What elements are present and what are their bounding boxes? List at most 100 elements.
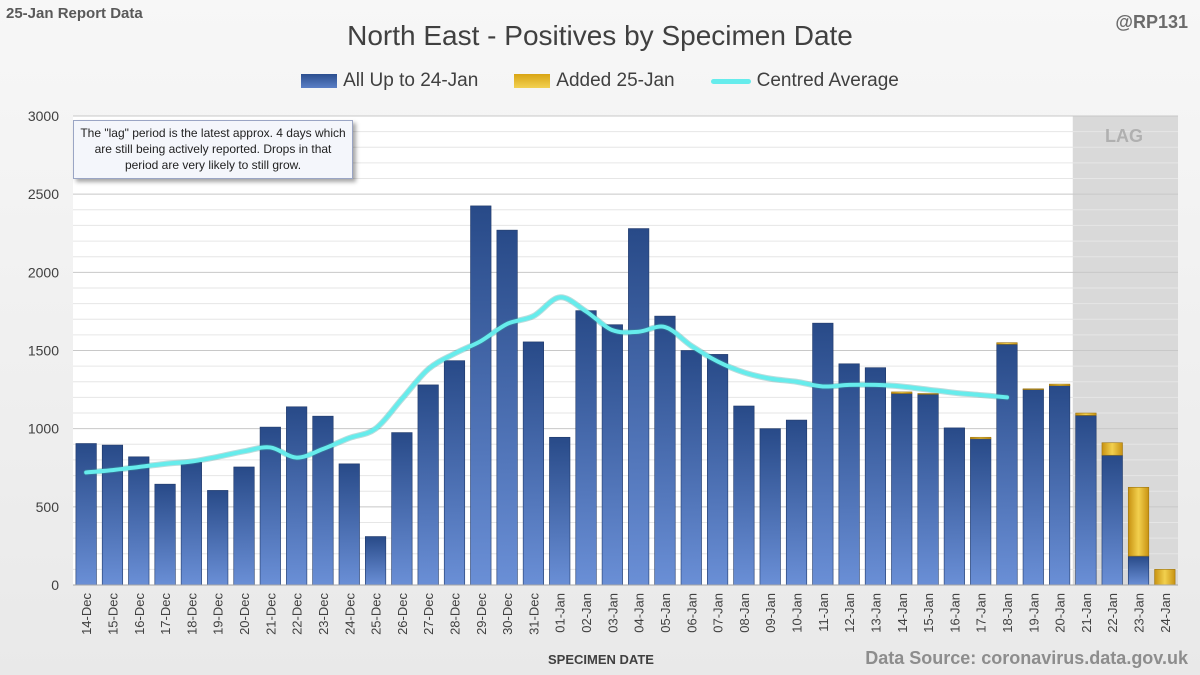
y-tick-label: 2000 xyxy=(28,264,59,280)
x-tick-label: 17-Jan xyxy=(974,593,989,633)
x-tick-label: 08-Jan xyxy=(737,593,752,633)
x-tick-label: 31-Dec xyxy=(526,593,541,635)
x-tick-label: 16-Dec xyxy=(132,593,147,635)
x-tick-label: 19-Jan xyxy=(1026,593,1041,633)
bar-all xyxy=(128,456,150,586)
bar-added xyxy=(1101,442,1123,456)
bar-all xyxy=(891,393,913,586)
bar-all xyxy=(233,466,255,586)
bar-added xyxy=(1022,388,1044,390)
y-tick-label: 1500 xyxy=(28,343,59,359)
x-tick-label: 27-Dec xyxy=(421,593,436,635)
bar-added xyxy=(1127,486,1150,557)
x-tick-label: 23-Dec xyxy=(316,593,331,635)
x-tick-label: 06-Jan xyxy=(684,593,699,633)
x-tick-label: 26-Dec xyxy=(395,593,410,635)
bar-all xyxy=(838,363,860,586)
x-tick-label: 15-Jan xyxy=(921,593,936,633)
bar-all xyxy=(417,384,439,586)
bar-all xyxy=(707,354,729,586)
x-tick-label: 19-Dec xyxy=(211,593,226,635)
bar-all xyxy=(1075,415,1097,586)
x-tick-label: 23-Jan xyxy=(1132,593,1147,633)
bar-all xyxy=(943,427,965,586)
bar-all xyxy=(364,536,387,586)
bar-all xyxy=(207,490,229,586)
x-tick-label: 18-Jan xyxy=(1000,593,1015,633)
y-tick-label: 500 xyxy=(36,499,60,515)
x-tick-label: 22-Dec xyxy=(290,593,305,635)
x-tick-label: 14-Jan xyxy=(895,593,910,633)
legend-label-average: Centred Average xyxy=(756,70,899,91)
bar-added xyxy=(891,391,913,394)
x-tick-label: 10-Jan xyxy=(790,593,805,633)
bar-all xyxy=(917,393,939,586)
bar-all xyxy=(680,350,702,586)
x-tick-label: 29-Dec xyxy=(474,593,489,635)
report-date-label: 25-Jan Report Data xyxy=(6,5,143,22)
x-tick-label: 07-Jan xyxy=(711,593,726,633)
bar-all xyxy=(154,483,176,586)
x-tick-label: 30-Dec xyxy=(500,593,515,635)
x-tick-label: 28-Dec xyxy=(447,593,462,635)
y-tick-label: 1000 xyxy=(28,421,59,437)
bar-all xyxy=(996,343,1018,586)
bar-added xyxy=(1049,383,1071,386)
average-line xyxy=(84,295,1009,475)
bar-all xyxy=(1101,454,1123,586)
legend-swatch-blue xyxy=(301,74,338,88)
bar-all xyxy=(522,341,544,586)
bar-all xyxy=(75,443,97,586)
bar-all xyxy=(286,406,308,586)
x-tick-label: 02-Jan xyxy=(579,593,594,633)
legend-item-all: All Up to 24-Jan xyxy=(301,70,478,92)
x-tick-label: 13-Jan xyxy=(868,593,883,633)
x-tick-label: 03-Jan xyxy=(605,593,620,633)
y-tick-label: 0 xyxy=(51,577,59,593)
bar-all xyxy=(338,463,360,586)
bar-all xyxy=(470,205,492,586)
y-tick-label: 2500 xyxy=(28,186,59,202)
x-tick-label: 24-Jan xyxy=(1158,593,1173,633)
legend-label-added: Added 25-Jan xyxy=(556,70,675,91)
bar-all xyxy=(628,228,650,586)
x-tick-label: 04-Jan xyxy=(632,593,647,633)
bar-all xyxy=(759,428,781,586)
bar-all xyxy=(601,324,623,586)
x-tick-label: 11-Jan xyxy=(816,593,831,632)
bar-all xyxy=(575,310,597,586)
x-tick-label: 20-Dec xyxy=(237,593,252,635)
x-tick-label: 21-Jan xyxy=(1079,593,1094,633)
x-tick-label: 01-Jan xyxy=(553,593,568,633)
bar-all xyxy=(654,315,676,586)
bar-all xyxy=(970,438,992,586)
bar-all xyxy=(180,461,202,586)
x-tick-label: 05-Jan xyxy=(658,593,673,633)
bar-all xyxy=(312,415,334,586)
bar-all xyxy=(1049,385,1071,586)
author-handle: @RP131 xyxy=(1115,12,1188,32)
bar-all xyxy=(733,405,755,586)
chart-legend: All Up to 24-Jan Added 25-Jan Centred Av… xyxy=(0,70,1200,92)
x-tick-label: 20-Jan xyxy=(1053,593,1068,633)
bar-added xyxy=(970,436,992,440)
legend-item-average: Centred Average xyxy=(710,70,899,92)
chart-title: North East - Positives by Specimen Date xyxy=(347,20,853,51)
legend-item-added: Added 25-Jan xyxy=(514,70,675,92)
bar-all xyxy=(549,436,571,586)
x-tick-label: 25-Dec xyxy=(369,593,384,635)
x-tick-label: 09-Jan xyxy=(763,593,778,633)
legend-swatch-line xyxy=(710,78,751,84)
bar-all xyxy=(496,229,518,586)
x-tick-label: 21-Dec xyxy=(263,593,278,635)
x-tick-label: 22-Jan xyxy=(1105,593,1120,633)
bar-all xyxy=(391,432,413,586)
x-tick-label: 15-Dec xyxy=(105,593,120,635)
x-tick-label: 12-Jan xyxy=(842,593,857,633)
lag-note: The "lag" period is the latest approx. 4… xyxy=(73,120,353,179)
x-axis-title: SPECIMEN DATE xyxy=(548,652,654,667)
bar-all xyxy=(1127,555,1150,586)
bar-all xyxy=(785,419,808,586)
bar-added xyxy=(996,342,1018,345)
x-tick-label: 14-Dec xyxy=(79,593,94,635)
